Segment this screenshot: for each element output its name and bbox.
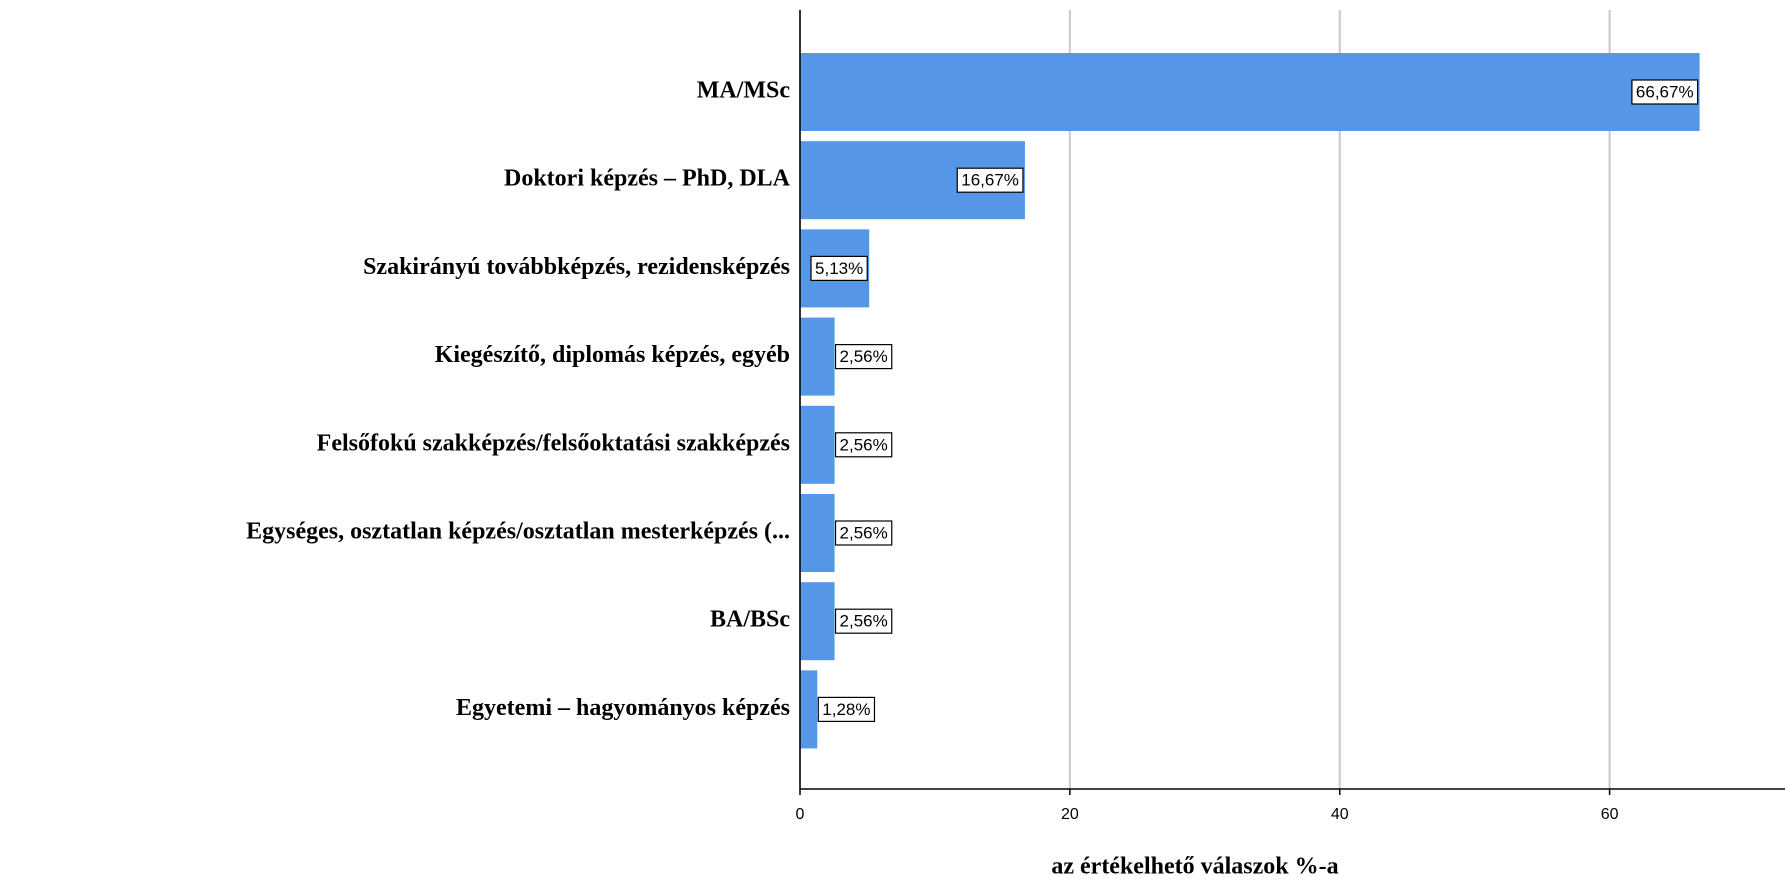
value-label-box [834, 520, 893, 546]
value-label-box [810, 255, 868, 281]
y-tick-label: Felsőfokú szakképzés/felsőoktatási szakk… [317, 430, 790, 456]
x-tick-label: 60 [1601, 806, 1619, 823]
x-axis-label: az értékelhető válaszok %-a [1051, 854, 1338, 880]
bar [800, 494, 835, 572]
y-tick-label: MA/MSc [697, 78, 791, 104]
y-tick-label: BA/BSc [710, 607, 790, 633]
value-label-box [834, 608, 893, 634]
y-tick-label: Egységes, osztatlan képzés/osztatlan mes… [246, 519, 790, 545]
value-label: 1,28% [822, 700, 870, 719]
bar [800, 582, 835, 661]
y-tick-label: Egyetemi – hagyományos képzés [456, 695, 790, 721]
bar [800, 317, 835, 396]
value-label-box [834, 432, 893, 458]
value-label-box [1631, 79, 1699, 105]
value-label: 66,67% [1636, 82, 1694, 101]
bar [800, 670, 818, 749]
value-label-box [817, 696, 876, 723]
bar [800, 405, 835, 484]
value-label: 2,56% [840, 523, 888, 542]
value-label-box [834, 344, 893, 370]
x-tick-label: 0 [796, 806, 805, 823]
bar [800, 53, 1700, 131]
y-tick-label: Doktori képzés – PhD, DLA [504, 166, 791, 192]
x-tick-label: 40 [1331, 806, 1349, 823]
value-label: 16,67% [961, 171, 1019, 190]
value-label: 2,56% [840, 612, 888, 631]
y-tick-label: Kiegészítő, diplomás képzés, egyéb [435, 342, 790, 368]
value-label: 2,56% [840, 435, 888, 454]
y-tick-label: Szakirányú továbbképzés, rezidensképzés [363, 254, 790, 280]
value-label-box [956, 167, 1024, 193]
x-tick-label: 20 [1061, 806, 1079, 823]
value-label: 5,13% [815, 259, 863, 278]
value-label: 2,56% [840, 347, 888, 366]
